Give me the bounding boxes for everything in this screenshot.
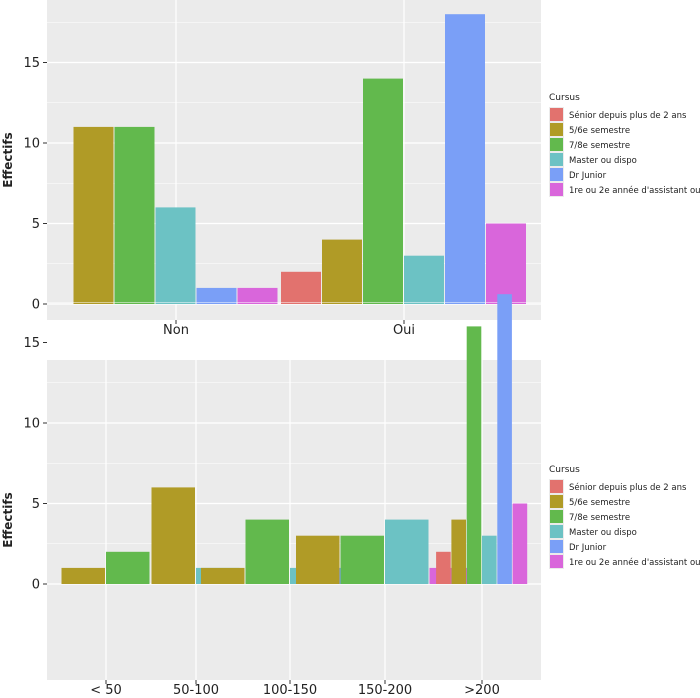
y-tick-label: 10 (23, 417, 40, 432)
legend-swatch (550, 168, 563, 181)
bar-Non-series-6 (237, 287, 278, 304)
y-axis-title: Effectifs (1, 132, 15, 187)
y-tick-label: 10 (23, 137, 40, 152)
bar-100150-series-2 (201, 567, 245, 584)
bar-200-series-1 (436, 551, 451, 584)
x-tick-label: 50-100 (173, 683, 219, 698)
bar-50100-series-2 (151, 487, 195, 584)
legend-label: Dr Junior (569, 543, 607, 553)
bar-150200-series-6 (429, 567, 473, 584)
legend-swatch (550, 495, 563, 508)
bar-Oui-series-2 (322, 239, 362, 304)
legend-swatch (550, 510, 563, 523)
y-tick-label: 15 (23, 56, 40, 71)
bar-200-series-4 (482, 535, 497, 584)
legend-swatch (550, 540, 563, 553)
bar-200-series-5 (497, 294, 512, 584)
x-tick-label: 100-150 (263, 683, 317, 698)
legend-label: 7/8e semestre (569, 513, 630, 523)
legend-swatch (550, 138, 563, 151)
bar-Oui-series-5 (445, 14, 485, 304)
legend-label: Master ou dispo (569, 528, 637, 538)
bar-50-series-2 (61, 567, 105, 584)
legend-label: Sénior depuis plus de 2 ans (569, 110, 687, 121)
bar-150200-series-2 (296, 535, 340, 584)
x-tick-label: Non (163, 323, 189, 338)
bar-200-series-3 (466, 326, 482, 584)
chart-panel-1: 0 5 10 15 Non Oui Effectifs Cursus Sénior depuis… (1, 0, 700, 338)
bar-Oui-series-1 (281, 271, 321, 304)
bar-Oui-series-4 (404, 255, 444, 304)
x-tick-label: 150-200 (358, 683, 412, 698)
legend-swatch (550, 183, 563, 196)
legend-label: 7/8e semestre (569, 141, 630, 151)
legend-label: 1re ou 2e année d'assistant ou CCA (569, 185, 700, 196)
legend-label: Master ou dispo (569, 156, 637, 166)
y-tick-label: 5 (32, 217, 40, 232)
legend-title: Cursus (549, 465, 580, 475)
legend-label: 5/6e semestre (569, 498, 630, 508)
bar-Oui-series-6 (486, 223, 526, 304)
y-tick-label: 0 (32, 298, 40, 313)
x-tick-label: Oui (393, 323, 415, 338)
bar-200-series-6 (512, 503, 528, 584)
bar-100150-series-3 (245, 519, 289, 584)
bar-Oui-series-3 (363, 78, 403, 304)
bar-150200-series-3 (340, 535, 384, 584)
legend: Cursus Sénior depuis plus de 2 ans 5/6e se… (549, 465, 700, 569)
y-tick-label: 5 (32, 497, 40, 512)
legend: Cursus Sénior depuis plus de 2 ans 5/6e se… (549, 93, 700, 197)
y-tick-label: 15 (23, 336, 40, 351)
bar-Non-series-2 (73, 126, 114, 305)
x-tick-label: >200 (464, 683, 500, 698)
legend-swatch (550, 123, 563, 136)
legend-swatch (550, 108, 563, 121)
legend-label: 5/6e semestre (569, 126, 630, 136)
y-tick-label: 0 (32, 578, 40, 593)
legend-label: Dr Junior (569, 171, 607, 181)
bar-Non-series-5 (196, 287, 237, 304)
legend-title: Cursus (549, 93, 580, 103)
legend-swatch (550, 480, 563, 493)
bar-Non-series-3 (114, 126, 155, 305)
y-axis-title: Effectifs (1, 492, 15, 547)
legend-label: Sénior depuis plus de 2 ans (569, 482, 687, 493)
bar-200-series-2 (451, 519, 466, 584)
legend-label: 1re ou 2e année d'assistant ou CCA (569, 557, 700, 568)
bar-Non-series-4 (155, 207, 196, 304)
x-tick-label: < 50 (90, 683, 122, 698)
legend-swatch (550, 555, 563, 568)
chart-panel-2: 0 5 10 15 < 50 50-100 100-150 150-200 >200 Effect… (1, 294, 700, 698)
legend-swatch (550, 153, 563, 166)
bar-150200-series-4 (385, 519, 429, 584)
bar-50-series-3 (106, 551, 150, 584)
legend-swatch (550, 525, 563, 538)
